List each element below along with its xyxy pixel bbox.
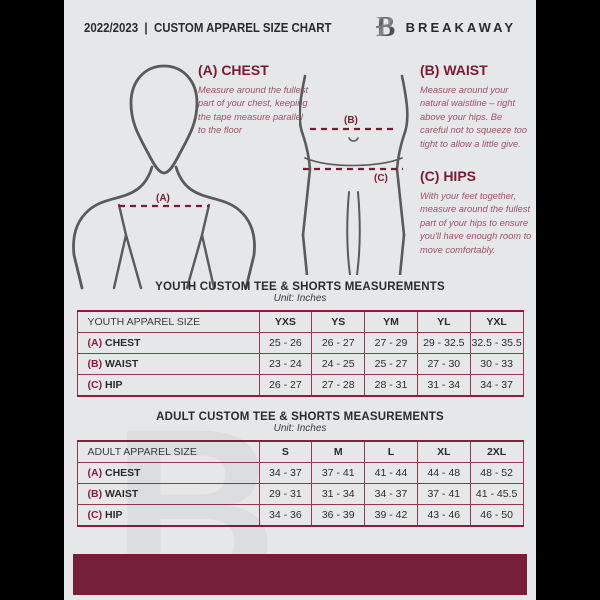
svg-text:(A): (A): [156, 193, 170, 204]
svg-text:(B): (B): [344, 115, 358, 126]
svg-text:(C): (C): [374, 173, 388, 184]
